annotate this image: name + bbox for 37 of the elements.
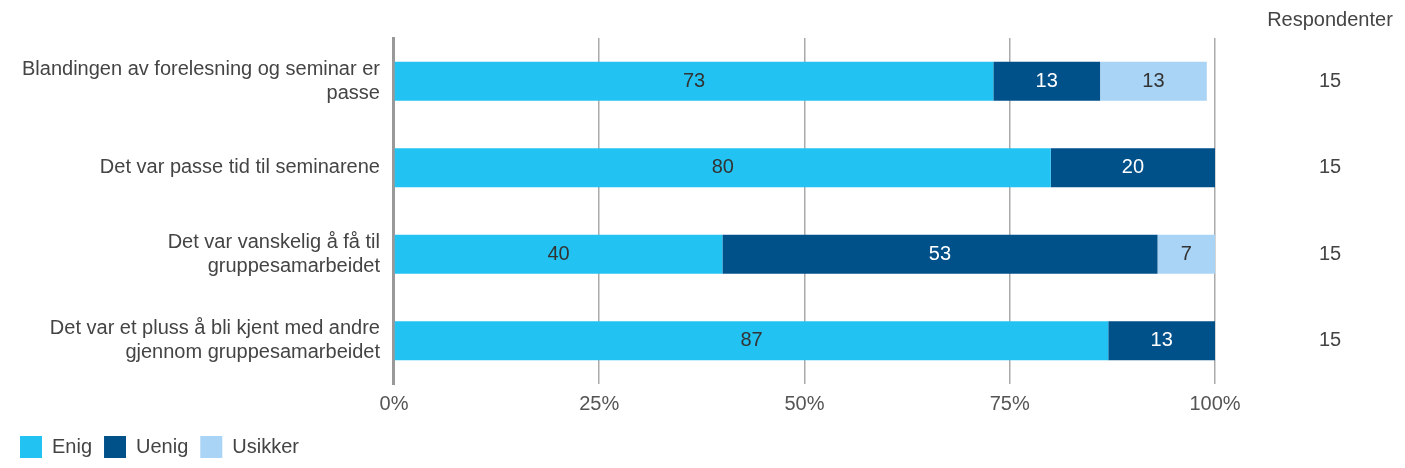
bar — [1108, 321, 1215, 361]
text: Respondenter — [1267, 7, 1394, 30]
y-tick-label: Det var et pluss å bli kjent med andre gjennom gruppesamarbeidet — [49, 316, 381, 363]
data-label: 87 — [740, 328, 763, 351]
data-label: 40 — [547, 241, 570, 264]
x-tick-label: 25% — [579, 391, 620, 414]
legend-label: Enig — [52, 434, 93, 457]
data-label: 73 — [682, 68, 706, 91]
bar — [722, 234, 1158, 274]
bar — [394, 148, 1051, 188]
x-tick-label: 50% — [784, 391, 825, 414]
bar — [993, 61, 1101, 101]
legend-label: Uenig — [136, 434, 189, 457]
bar — [1100, 61, 1207, 101]
bar — [394, 234, 723, 274]
data-label: 20 — [1121, 155, 1145, 178]
data-label: 13 — [1035, 68, 1058, 91]
bar — [394, 321, 1109, 361]
x-tick-label: 75% — [989, 391, 1030, 414]
bar — [1050, 148, 1215, 188]
legend-label: Usikker — [232, 434, 300, 457]
x-tick-label: 100% — [1189, 391, 1241, 414]
data-label: 13 — [1142, 68, 1165, 91]
x-tick-label: 0% — [379, 391, 409, 414]
data-label: 7 — [1180, 241, 1192, 264]
data-label: 80 — [711, 155, 734, 178]
y-tick-label: Det var vanskelig å få til gruppesamarbeidet — [167, 229, 381, 276]
data-label: 13 — [1150, 328, 1173, 351]
text: 15 — [1318, 328, 1342, 351]
text: 15 — [1318, 155, 1342, 178]
text: 15 — [1318, 241, 1342, 264]
bar — [1157, 234, 1215, 274]
text: 15 — [1318, 68, 1342, 91]
y-tick-label: Blandingen av forelesning og seminar er passe — [22, 56, 381, 103]
data-label: 53 — [928, 241, 952, 264]
bar — [394, 61, 994, 101]
y-tick-label: Det var passe tid til seminarene — [99, 155, 380, 178]
